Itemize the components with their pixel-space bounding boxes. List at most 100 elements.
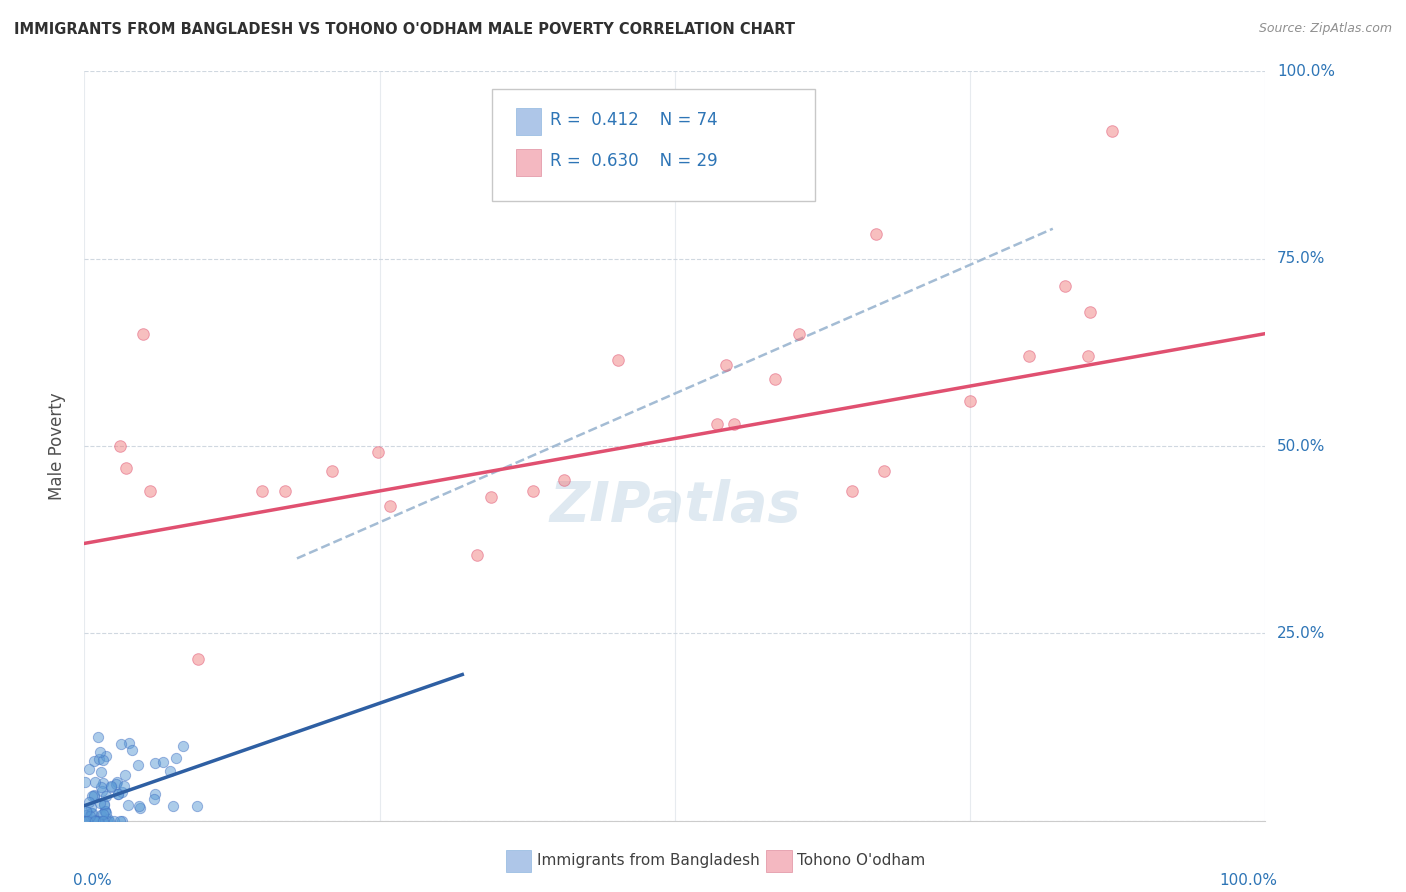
Point (80, 805, 103, 820)
Text: 25.0%: 25.0% (1277, 626, 1326, 640)
Point (75, 808, 97, 822)
Point (75, 775, 97, 789)
Point (75, 804, 97, 818)
Text: ZIPatlas: ZIPatlas (550, 479, 800, 533)
Point (606, 353, 628, 368)
Point (96, 814, 118, 828)
Point (82, 789, 104, 803)
Point (274, 483, 297, 498)
Point (91, 784, 114, 798)
Point (723, 417, 745, 431)
Text: Immigrants from Bangladesh: Immigrants from Bangladesh (537, 854, 759, 868)
Point (93, 797, 115, 812)
Point (97, 812, 120, 826)
Point (143, 756, 166, 770)
Text: 100.0%: 100.0% (1277, 64, 1336, 78)
Point (107, 788, 129, 802)
Point (378, 499, 401, 513)
Point (77, 762, 100, 776)
Point (105, 774, 128, 789)
Point (959, 394, 981, 409)
Point (165, 751, 187, 765)
Point (96, 789, 118, 804)
Point (91, 753, 114, 767)
Point (87, 730, 110, 744)
Point (84, 813, 107, 827)
Point (90, 780, 112, 794)
Point (111, 814, 134, 828)
Point (104, 777, 127, 791)
Point (91, 775, 114, 789)
Point (90, 808, 112, 822)
Point (522, 483, 544, 498)
Text: R =  0.412    N = 74: R = 0.412 N = 74 (550, 112, 717, 129)
Point (90, 765, 112, 780)
Point (1078, 305, 1101, 319)
Point (76, 814, 98, 828)
Point (77, 795, 100, 809)
Point (111, 784, 134, 798)
Point (91, 806, 114, 821)
Point (94, 804, 117, 818)
Point (117, 797, 139, 812)
Point (87, 814, 110, 828)
Point (83, 788, 105, 802)
Y-axis label: Male Poverty: Male Poverty (48, 392, 66, 500)
Point (94, 804, 117, 818)
Point (1101, 124, 1123, 138)
Point (112, 780, 135, 794)
Point (80, 805, 103, 820)
Point (108, 814, 131, 828)
Point (91, 814, 114, 828)
Text: 50.0%: 50.0% (1277, 439, 1326, 453)
Point (76, 814, 98, 828)
Point (128, 799, 150, 814)
Point (763, 372, 786, 386)
Point (89, 796, 111, 810)
Text: 0.0%: 0.0% (73, 873, 111, 888)
Point (186, 798, 208, 813)
Point (841, 483, 863, 498)
Text: Source: ZipAtlas.com: Source: ZipAtlas.com (1258, 22, 1392, 36)
Point (187, 652, 209, 666)
Point (129, 801, 152, 815)
Point (127, 757, 149, 772)
Point (118, 736, 141, 750)
Point (98, 814, 121, 828)
Point (250, 483, 273, 498)
Point (787, 326, 810, 341)
Text: Tohono O'odham: Tohono O'odham (797, 854, 925, 868)
Point (76, 805, 98, 819)
Point (152, 755, 174, 769)
Point (121, 742, 143, 756)
Point (100, 780, 122, 795)
Point (139, 483, 162, 498)
Text: 100.0%: 100.0% (1219, 873, 1277, 888)
Point (1053, 279, 1076, 293)
Point (108, 439, 131, 453)
Point (110, 737, 132, 751)
Point (114, 461, 136, 475)
Point (91, 814, 114, 828)
Text: 75.0%: 75.0% (1277, 252, 1326, 266)
Point (87, 752, 110, 766)
Point (73, 814, 96, 828)
Point (479, 490, 502, 504)
Point (107, 787, 129, 801)
Point (143, 787, 166, 801)
Point (172, 739, 194, 753)
Point (100, 779, 122, 793)
Point (465, 548, 488, 562)
Point (367, 445, 389, 459)
Point (714, 358, 737, 372)
Point (83, 754, 105, 768)
Point (79, 809, 101, 823)
Point (872, 464, 894, 478)
Point (865, 227, 887, 241)
Point (96, 748, 118, 763)
Point (96, 806, 118, 821)
Point (83, 789, 105, 803)
Point (87, 814, 110, 828)
Point (159, 764, 181, 778)
Point (103, 814, 125, 828)
